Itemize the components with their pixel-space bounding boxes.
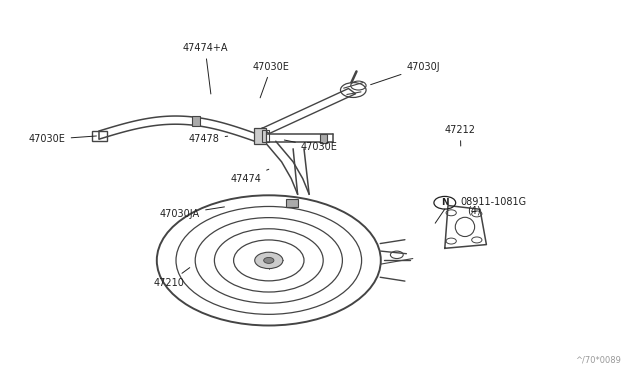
Bar: [320, 134, 327, 143]
Text: 47474: 47474: [230, 169, 269, 183]
Bar: [262, 130, 269, 142]
Text: N: N: [441, 198, 449, 207]
Text: 47212: 47212: [445, 125, 476, 146]
Text: 08911-1081G: 08911-1081G: [461, 197, 527, 206]
Bar: [92, 131, 107, 141]
Text: 47030JA: 47030JA: [160, 207, 225, 219]
Text: 47210: 47210: [154, 267, 189, 288]
Bar: [286, 199, 298, 207]
Bar: [254, 128, 266, 144]
Text: 47030E: 47030E: [253, 62, 290, 98]
Text: 47030E: 47030E: [29, 135, 97, 144]
Circle shape: [264, 257, 274, 263]
Text: (4): (4): [467, 206, 481, 216]
Text: 47474+A: 47474+A: [182, 44, 228, 94]
Circle shape: [255, 252, 283, 269]
Text: 47478: 47478: [189, 135, 228, 144]
Text: ^/70*0089: ^/70*0089: [575, 356, 621, 365]
Bar: [192, 116, 200, 126]
Text: 47030J: 47030J: [371, 62, 440, 85]
Text: 47030E: 47030E: [284, 140, 338, 152]
